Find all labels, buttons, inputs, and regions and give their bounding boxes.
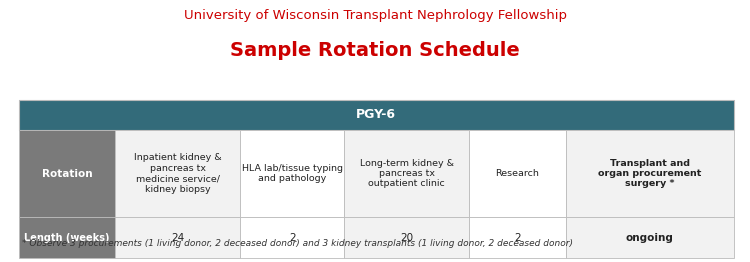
Text: Research: Research <box>495 169 539 178</box>
Text: 24: 24 <box>171 233 184 243</box>
Text: Sample Rotation Schedule: Sample Rotation Schedule <box>230 41 520 60</box>
Text: Length (weeks): Length (weeks) <box>24 233 109 243</box>
Text: University of Wisconsin Transplant Nephrology Fellowship: University of Wisconsin Transplant Nephr… <box>184 9 566 22</box>
Text: 2: 2 <box>514 233 520 243</box>
Text: Long-term kidney &
pancreas tx
outpatient clinic: Long-term kidney & pancreas tx outpatien… <box>359 159 454 188</box>
Text: Transplant and
organ procurement
surgery *: Transplant and organ procurement surgery… <box>598 159 701 188</box>
Text: HLA lab/tissue typing
and pathology: HLA lab/tissue typing and pathology <box>242 164 343 183</box>
Text: 2: 2 <box>289 233 296 243</box>
Text: ongoing: ongoing <box>626 233 674 243</box>
Text: * Observe 3 procurements (1 living donor, 2 deceased donor) and 3 kidney transpl: * Observe 3 procurements (1 living donor… <box>22 239 574 248</box>
Text: PGY-6: PGY-6 <box>356 108 396 121</box>
Text: Rotation: Rotation <box>42 168 92 179</box>
Text: 20: 20 <box>400 233 413 243</box>
Text: Inpatient kidney &
pancreas tx
medicine service/
kidney biopsy: Inpatient kidney & pancreas tx medicine … <box>134 154 221 194</box>
